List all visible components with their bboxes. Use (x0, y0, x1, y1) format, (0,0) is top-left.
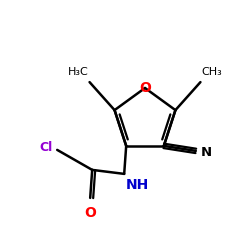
Text: Cl: Cl (39, 142, 52, 154)
Text: O: O (139, 81, 151, 95)
Text: H₃C: H₃C (68, 67, 88, 77)
Text: N: N (201, 146, 212, 160)
Text: CH₃: CH₃ (202, 67, 222, 77)
Text: NH: NH (126, 178, 150, 192)
Text: O: O (84, 206, 96, 220)
